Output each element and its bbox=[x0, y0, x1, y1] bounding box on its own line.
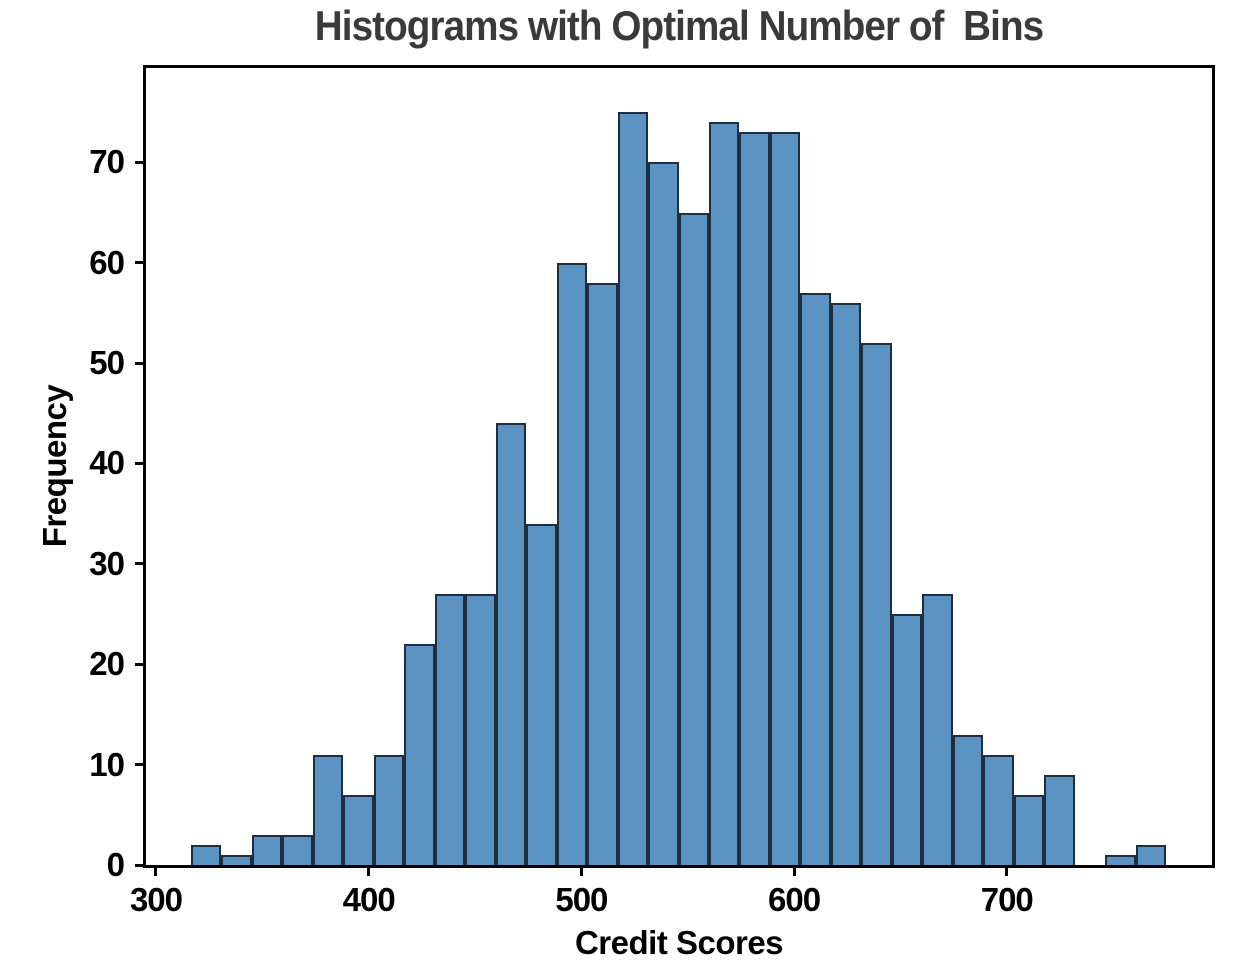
histogram-bar bbox=[952, 734, 984, 865]
y-tick-label: 20 bbox=[89, 645, 125, 683]
histogram-bar bbox=[1013, 794, 1045, 865]
x-tick-mark bbox=[1005, 865, 1009, 876]
histogram-bar bbox=[190, 844, 222, 865]
y-tick-mark bbox=[135, 261, 146, 265]
histogram-bar bbox=[678, 212, 709, 865]
histogram-bar bbox=[648, 162, 679, 865]
histogram-bar bbox=[221, 854, 252, 865]
histogram-bar bbox=[769, 132, 801, 865]
x-tick-label: 500 bbox=[555, 881, 608, 918]
plot-area: 300 400 500 600 700 0 10 20 30 40 50 60 70 bbox=[89, 65, 1215, 918]
y-tick-label: 60 bbox=[89, 243, 125, 281]
x-tick-mark bbox=[367, 865, 371, 876]
chart-title: Histograms with Optimal Number of Bins bbox=[314, 2, 1044, 49]
x-tick-mark bbox=[154, 865, 158, 876]
histogram-bar bbox=[373, 754, 405, 865]
histogram-bar bbox=[1044, 774, 1075, 865]
histogram-bar bbox=[465, 593, 496, 865]
y-tick-label: 40 bbox=[89, 444, 125, 482]
bars-container bbox=[146, 68, 1212, 865]
histogram-bar bbox=[434, 593, 466, 865]
histogram-bar bbox=[922, 593, 953, 865]
histogram-bar bbox=[830, 302, 862, 865]
histogram-bar bbox=[861, 343, 892, 865]
x-tick-label: 300 bbox=[129, 881, 183, 918]
y-tick-mark bbox=[135, 863, 146, 867]
y-tick-mark bbox=[135, 160, 146, 164]
histogram-bar bbox=[526, 523, 557, 865]
y-tick-mark bbox=[135, 562, 146, 566]
histogram-bar bbox=[739, 132, 770, 865]
histogram-bar bbox=[709, 122, 740, 865]
y-tick-label: 0 bbox=[106, 846, 125, 883]
x-tick-mark bbox=[579, 865, 583, 876]
histogram-bar bbox=[251, 834, 283, 865]
histogram-bar bbox=[891, 614, 923, 865]
histogram-bar bbox=[556, 262, 588, 865]
histogram-bar bbox=[404, 644, 435, 865]
histogram-bar bbox=[617, 112, 649, 865]
y-tick-label: 10 bbox=[89, 745, 125, 783]
y-tick-mark bbox=[135, 763, 146, 767]
histogram-bar bbox=[800, 292, 831, 865]
histogram-bar bbox=[1135, 844, 1167, 865]
histogram-bar bbox=[343, 794, 374, 865]
x-tick-mark bbox=[792, 865, 796, 876]
y-axis-label: Frequency bbox=[36, 384, 73, 548]
y-tick-mark bbox=[135, 361, 146, 365]
y-tick-label: 30 bbox=[89, 544, 125, 582]
histogram-bar bbox=[1105, 854, 1136, 865]
histogram-bar bbox=[983, 754, 1014, 865]
histogram-bar bbox=[312, 754, 344, 865]
histogram-bar bbox=[587, 282, 618, 865]
y-tick-mark bbox=[135, 461, 146, 465]
x-tick-label: 400 bbox=[342, 881, 396, 918]
y-tick-mark bbox=[135, 662, 146, 666]
histogram-bar bbox=[282, 834, 313, 865]
x-axis-label: Credit Scores bbox=[574, 924, 784, 961]
y-tick-label: 70 bbox=[89, 143, 125, 181]
y-tick-label: 50 bbox=[89, 344, 125, 382]
histogram-bar bbox=[495, 423, 527, 865]
x-tick-label: 700 bbox=[980, 881, 1034, 918]
x-tick-label: 600 bbox=[768, 881, 821, 918]
